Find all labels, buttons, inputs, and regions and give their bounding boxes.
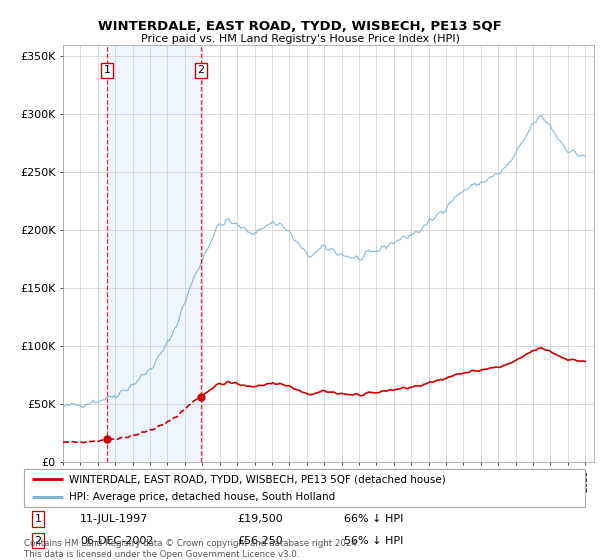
- Text: 06-DEC-2002: 06-DEC-2002: [80, 535, 154, 545]
- Text: Contains HM Land Registry data © Crown copyright and database right 2024.
This d: Contains HM Land Registry data © Crown c…: [24, 539, 359, 559]
- Text: 66% ↓ HPI: 66% ↓ HPI: [344, 514, 403, 524]
- Text: 11-JUL-1997: 11-JUL-1997: [80, 514, 148, 524]
- Text: HPI: Average price, detached house, South Holland: HPI: Average price, detached house, Sout…: [69, 492, 335, 502]
- Text: £19,500: £19,500: [237, 514, 283, 524]
- Text: WINTERDALE, EAST ROAD, TYDD, WISBECH, PE13 5QF: WINTERDALE, EAST ROAD, TYDD, WISBECH, PE…: [98, 20, 502, 32]
- Text: 2: 2: [34, 535, 41, 545]
- Bar: [107, 45, 201, 462]
- Text: Price paid vs. HM Land Registry's House Price Index (HPI): Price paid vs. HM Land Registry's House …: [140, 34, 460, 44]
- Text: £56,250: £56,250: [237, 535, 283, 545]
- Text: 2: 2: [197, 66, 205, 75]
- Text: 56% ↓ HPI: 56% ↓ HPI: [344, 535, 403, 545]
- Text: WINTERDALE, EAST ROAD, TYDD, WISBECH, PE13 5QF (detached house): WINTERDALE, EAST ROAD, TYDD, WISBECH, PE…: [69, 474, 446, 484]
- Text: 1: 1: [35, 514, 41, 524]
- Text: 1: 1: [104, 66, 110, 75]
- FancyBboxPatch shape: [24, 469, 585, 507]
